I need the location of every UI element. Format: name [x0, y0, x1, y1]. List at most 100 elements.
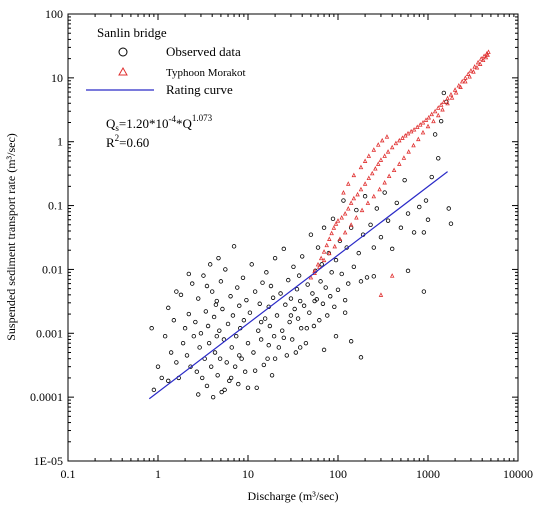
observed-point [196, 392, 201, 397]
observed-point [358, 355, 364, 360]
morakot-point [452, 87, 458, 92]
observed-point [225, 321, 231, 327]
r-squared: R2=0.60 [106, 133, 149, 150]
morakot-point [425, 123, 431, 129]
morakot-point [379, 137, 385, 143]
observed-point [288, 296, 294, 301]
morakot-point [429, 111, 434, 117]
observed-point [239, 356, 244, 361]
observed-point [213, 302, 219, 307]
y-tick-label: 0.0001 [30, 390, 63, 404]
observed-point [425, 217, 431, 222]
observed-point [287, 319, 292, 325]
morakot-point [438, 102, 444, 107]
observed-point [446, 206, 451, 211]
morakot-point [378, 157, 384, 162]
observed-point [429, 174, 434, 180]
observed-point [204, 283, 210, 289]
observed-point [297, 345, 303, 350]
observed-point [278, 291, 283, 296]
observed-point [171, 318, 177, 323]
morakot-point [405, 130, 411, 136]
morakot-point [445, 95, 450, 101]
observed-point [295, 316, 301, 321]
observed-point [208, 364, 214, 369]
morakot-point [480, 57, 486, 63]
observed-point [358, 279, 364, 284]
morakot-point [371, 193, 377, 199]
morakot-point [321, 257, 327, 263]
x-tick-label: 0.1 [61, 467, 76, 481]
observed-point [307, 310, 312, 315]
observed-point [184, 353, 190, 358]
observed-point [378, 234, 384, 240]
observed-point [260, 280, 265, 285]
observed-point [374, 206, 380, 211]
morakot-point [348, 200, 354, 205]
y-axis-title: Suspended sediment transport rate (m³/se… [4, 133, 18, 341]
observed-point [333, 257, 339, 263]
observed-point [272, 356, 278, 361]
morakot-point [472, 64, 477, 69]
observed-point [299, 254, 305, 259]
observed-point [423, 198, 429, 203]
observed-point [196, 296, 201, 301]
observed-point [168, 350, 174, 355]
observed-point [312, 298, 317, 304]
observed-point [354, 207, 359, 213]
observed-point [398, 225, 404, 230]
observed-point [301, 303, 307, 308]
morakot-point [483, 54, 489, 60]
observed-point [240, 275, 246, 280]
observed-point [206, 340, 212, 346]
observed-point [190, 281, 195, 286]
observed-point [308, 232, 314, 237]
observed-point [210, 394, 216, 400]
y-tick-label: 100 [45, 7, 63, 21]
observed-point [214, 334, 219, 339]
morakot-point [401, 155, 407, 160]
morakot-point [378, 292, 384, 297]
morakot-point [463, 78, 468, 84]
morakot-point [375, 161, 381, 166]
observed-point [290, 337, 295, 342]
legend-rating-curve-label: Rating curve [166, 82, 233, 97]
morakot-point [315, 261, 321, 267]
x-tick-label: 10000 [503, 467, 533, 481]
morakot-point [342, 211, 348, 216]
observed-point [229, 345, 234, 350]
morakot-point [354, 215, 359, 220]
legend-morakot-marker [118, 66, 128, 76]
observed-point [207, 262, 213, 267]
observed-point [219, 389, 224, 395]
observed-point [236, 381, 241, 387]
morakot-point [471, 69, 476, 74]
observed-point [281, 335, 287, 340]
morakot-point [474, 65, 480, 70]
morakot-point [373, 166, 378, 171]
observed-point [241, 318, 247, 323]
morakot-point [362, 181, 368, 186]
observed-point [421, 230, 427, 235]
legend-title: Sanlin bridge [97, 25, 167, 40]
observed-point [201, 273, 206, 278]
morakot-point [342, 229, 348, 235]
x-tick-label: 100 [329, 467, 347, 481]
observed-point [438, 118, 444, 124]
observed-series [149, 90, 454, 400]
morakot-point [335, 218, 341, 223]
observed-point [249, 262, 254, 267]
morakot-point [331, 225, 337, 230]
observed-point [200, 375, 205, 381]
observed-point [271, 334, 277, 339]
morakot-point [417, 122, 423, 127]
morakot-point [467, 74, 472, 79]
morakot-point [468, 68, 474, 73]
observed-point [315, 245, 321, 250]
morakot-point [385, 149, 391, 154]
morakot-point [386, 173, 392, 179]
observed-point [293, 350, 299, 355]
morakot-point [362, 158, 368, 163]
morakot-point [393, 140, 399, 146]
observed-point [310, 291, 315, 296]
